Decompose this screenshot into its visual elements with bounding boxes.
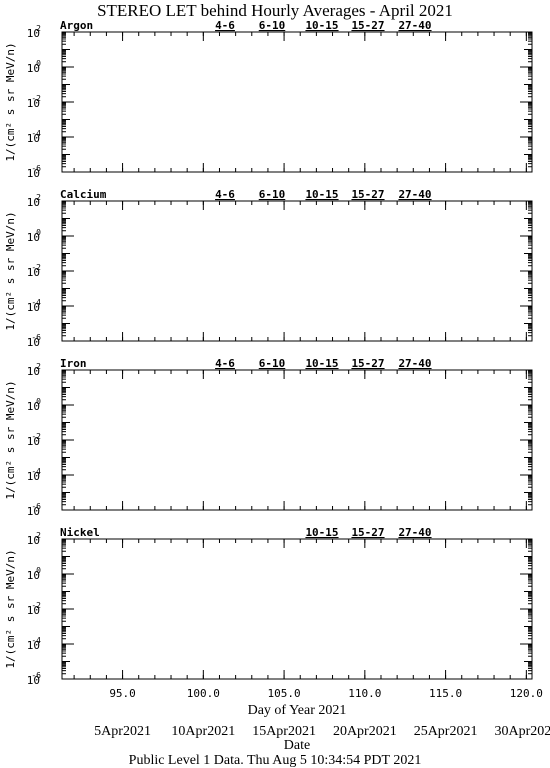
y-tick-exponent: -2 <box>31 263 41 272</box>
legend-entry: 6-10 <box>259 19 286 32</box>
y-tick-label: 100 <box>27 397 41 413</box>
plot-frame <box>61 369 533 511</box>
y-axis-label: 1/(cm² s sr MeV/n) <box>4 211 17 330</box>
y-tick-label: 100 <box>27 228 41 244</box>
date-tick-label: 30Apr2021 <box>494 724 550 739</box>
y-tick-exponent: 2 <box>36 362 41 371</box>
x-tick-label: 105.0 <box>268 687 301 700</box>
y-tick-exponent: -4 <box>31 298 41 307</box>
legend-entry: 15-27 <box>351 526 384 539</box>
y-tick-exponent: -2 <box>31 94 41 103</box>
y-tick-label: 100 <box>27 59 41 75</box>
plot-frame <box>61 31 533 173</box>
y-tick-label: 10-4 <box>27 636 41 652</box>
legend-entry: 10-15 <box>305 188 338 201</box>
footer: Public Level 1 Data. Thu Aug 5 10:34:54 … <box>129 753 422 768</box>
legend-entry: 27-40 <box>398 357 431 370</box>
y-axis-label: 1/(cm² s sr MeV/n) <box>4 42 17 161</box>
plot-frame <box>61 538 533 680</box>
plot-frame <box>61 200 533 342</box>
date-tick-label: 5Apr2021 <box>94 724 151 739</box>
y-tick-exponent: -4 <box>31 467 41 476</box>
y-tick-exponent: -2 <box>31 601 41 610</box>
legend-entry: 10-15 <box>305 357 338 370</box>
y-tick-label: 10-6 <box>27 502 41 518</box>
x-axis-label: Day of Year 2021 <box>248 703 347 718</box>
x-tick-label: 95.0 <box>109 687 136 700</box>
y-tick-exponent: -6 <box>31 164 41 173</box>
y-tick-label: 10-2 <box>27 432 41 448</box>
legend-entry: 15-27 <box>351 19 384 32</box>
x-tick-label: 115.0 <box>429 687 462 700</box>
legend-entry: 10-15 <box>305 526 338 539</box>
panel-title: Nickel <box>60 526 100 539</box>
date-tick-label: 20Apr2021 <box>333 724 397 739</box>
x-tick-label: 100.0 <box>187 687 220 700</box>
y-tick-exponent: -6 <box>31 671 41 680</box>
y-tick-exponent: -4 <box>31 129 41 138</box>
x-tick-label: 120.0 <box>510 687 543 700</box>
legend-entry: 15-27 <box>351 188 384 201</box>
date-axis-label: Date <box>284 738 310 753</box>
legend-entry: 27-40 <box>398 526 431 539</box>
panel-title: Argon <box>60 19 93 32</box>
y-tick-exponent: 0 <box>36 228 41 237</box>
legend-entry: 15-27 <box>351 357 384 370</box>
y-tick-label: 10-2 <box>27 263 41 279</box>
legend-entry: 27-40 <box>398 19 431 32</box>
legend-entry: 6-10 <box>259 357 286 370</box>
y-tick-label: 102 <box>27 531 41 547</box>
y-tick-exponent: -6 <box>31 502 41 511</box>
y-tick-label: 10-6 <box>27 333 41 349</box>
legend-entry: 10-15 <box>305 19 338 32</box>
panel-title: Iron <box>60 357 87 370</box>
y-tick-label: 10-2 <box>27 601 41 617</box>
y-tick-exponent: -4 <box>31 636 41 645</box>
y-tick-label: 102 <box>27 193 41 209</box>
y-tick-label: 10-2 <box>27 94 41 110</box>
y-axis-label: 1/(cm² s sr MeV/n) <box>4 549 17 668</box>
y-tick-exponent: 2 <box>36 531 41 540</box>
legend-entry: 4-6 <box>215 188 235 201</box>
y-tick-label: 10-4 <box>27 467 41 483</box>
y-tick-exponent: 0 <box>36 397 41 406</box>
date-tick-label: 10Apr2021 <box>171 724 235 739</box>
y-tick-label: 10-4 <box>27 298 41 314</box>
legend-entry: 27-40 <box>398 188 431 201</box>
panel-title: Calcium <box>60 188 107 201</box>
y-tick-label: 102 <box>27 24 41 40</box>
y-tick-exponent: 0 <box>36 566 41 575</box>
y-tick-label: 100 <box>27 566 41 582</box>
x-tick-label: 110.0 <box>348 687 381 700</box>
legend-entry: 6-10 <box>259 188 286 201</box>
date-tick-label: 15Apr2021 <box>252 724 316 739</box>
y-tick-label: 10-6 <box>27 164 41 180</box>
y-tick-exponent: -6 <box>31 333 41 342</box>
chart-title: STEREO LET behind Hourly Averages - Apri… <box>97 1 453 20</box>
legend-entry: 4-6 <box>215 19 235 32</box>
y-tick-exponent: 2 <box>36 24 41 33</box>
date-tick-label: 25Apr2021 <box>414 724 478 739</box>
y-axis-label: 1/(cm² s sr MeV/n) <box>4 380 17 499</box>
y-tick-label: 10-6 <box>27 671 41 687</box>
y-tick-label: 10-4 <box>27 129 41 145</box>
y-tick-label: 102 <box>27 362 41 378</box>
y-tick-exponent: 0 <box>36 59 41 68</box>
y-tick-exponent: -2 <box>31 432 41 441</box>
y-tick-exponent: 2 <box>36 193 41 202</box>
legend-entry: 4-6 <box>215 357 235 370</box>
